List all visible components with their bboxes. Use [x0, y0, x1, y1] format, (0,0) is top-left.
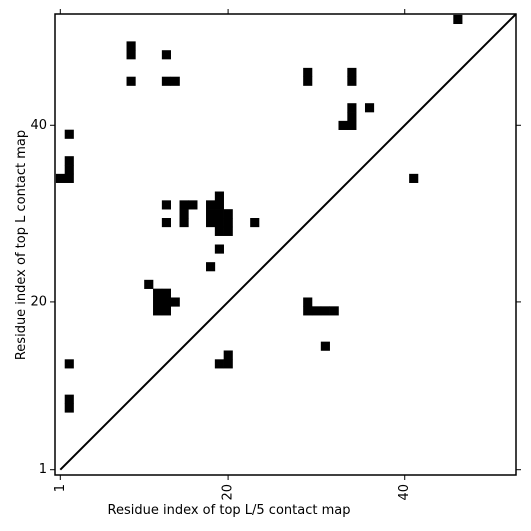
- contact-cell: [347, 67, 357, 78]
- contact-cell: [223, 209, 233, 219]
- y-tick-label: 20: [30, 294, 47, 309]
- contact-cell: [161, 306, 171, 316]
- contact-cell: [214, 200, 224, 210]
- contact-cell: [64, 359, 74, 369]
- contact-cell: [64, 165, 74, 175]
- contact-cell: [320, 341, 330, 351]
- contact-cell: [126, 76, 136, 86]
- contact-cell: [126, 41, 136, 51]
- contact-cell: [64, 403, 74, 413]
- contact-cell: [223, 218, 233, 228]
- contact-cell: [347, 103, 357, 113]
- contact-cell: [214, 191, 224, 201]
- y-tick-label: 40: [30, 118, 47, 133]
- contact-cell: [214, 218, 224, 228]
- x-tick-label: 40: [397, 484, 412, 501]
- contact-cell: [223, 226, 233, 236]
- contact-cell: [206, 262, 216, 272]
- contact-cell: [320, 306, 330, 316]
- contact-cell: [153, 288, 163, 298]
- contact-cell: [303, 67, 313, 78]
- contact-cell: [179, 200, 189, 210]
- contact-cell: [303, 306, 313, 316]
- x-tick-label: 20: [221, 484, 236, 501]
- contact-cell: [144, 279, 154, 289]
- contact-cell: [311, 306, 322, 316]
- contact-cell: [214, 209, 224, 219]
- contact-cell: [206, 218, 216, 228]
- contact-cell: [338, 120, 348, 130]
- contact-cell: [347, 120, 357, 130]
- contact-cell: [64, 129, 74, 139]
- contact-cell: [153, 306, 163, 316]
- contact-cell: [64, 173, 74, 183]
- contact-cell: [303, 297, 313, 307]
- contact-cell: [161, 200, 171, 210]
- contact-cell: [161, 288, 171, 298]
- contact-cell: [214, 244, 224, 254]
- contact-cell: [223, 359, 233, 369]
- contact-cell: [206, 209, 216, 219]
- contact-cell: [453, 14, 463, 25]
- contact-cell: [329, 306, 339, 316]
- contact-cell: [170, 297, 180, 307]
- contact-cell: [179, 218, 189, 228]
- contact-cell: [161, 76, 171, 86]
- contact-cell: [55, 173, 66, 183]
- contact-cell: [409, 173, 419, 183]
- contact-cell: [188, 200, 198, 210]
- contact-cell: [303, 76, 313, 86]
- diagonal-line: [59, 13, 517, 471]
- contact-cell: [347, 112, 357, 122]
- contact-cell: [179, 209, 189, 219]
- contact-cell: [126, 50, 136, 60]
- contact-cell: [364, 103, 375, 113]
- contact-cell: [250, 218, 260, 228]
- contact-cell: [153, 297, 163, 307]
- plot-frame: [54, 13, 517, 476]
- contact-cell: [161, 50, 171, 60]
- x-tick-label: 1: [53, 484, 68, 492]
- contact-cell: [223, 350, 233, 360]
- contact-cell: [206, 200, 216, 210]
- y-tick-label: 1: [39, 462, 47, 477]
- y-axis-label: Residue index of top L contact map: [14, 130, 29, 360]
- contact-cell: [161, 297, 171, 307]
- x-axis-label: Residue index of top L/5 contact map: [108, 503, 351, 518]
- contact-cell: [170, 76, 180, 86]
- contact-cell: [214, 226, 224, 236]
- contact-cell: [214, 359, 224, 369]
- contact-cell: [161, 218, 171, 228]
- contact-cell: [64, 394, 74, 404]
- contact-cell: [64, 156, 74, 166]
- contact-cell: [347, 76, 357, 86]
